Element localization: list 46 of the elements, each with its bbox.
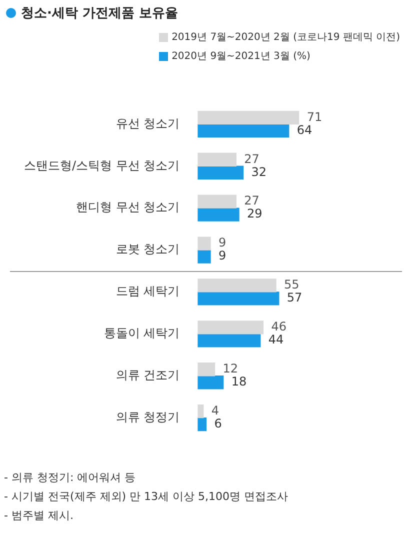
data-label: 57 bbox=[286, 290, 302, 305]
bar bbox=[198, 376, 224, 390]
data-label: 27 bbox=[244, 152, 260, 166]
bar bbox=[198, 208, 240, 222]
text: - 범주별 제시. bbox=[4, 508, 74, 524]
bar bbox=[198, 250, 211, 264]
data-label: 64 bbox=[296, 122, 312, 137]
data-label: 46 bbox=[271, 320, 286, 334]
data-label: 6 bbox=[214, 416, 222, 430]
bar bbox=[198, 320, 264, 334]
data-label: 12 bbox=[222, 362, 238, 376]
data-label: 27 bbox=[244, 194, 260, 208]
y-tick-label: 의류 청정기 bbox=[116, 410, 180, 424]
y-tick-label: 드럼 세탁기 bbox=[116, 284, 180, 298]
y-tick-label: 통돌이 세탁기 bbox=[104, 326, 180, 340]
bar bbox=[198, 292, 280, 306]
bar bbox=[198, 417, 207, 432]
data-label: 71 bbox=[306, 110, 322, 124]
bar bbox=[198, 194, 236, 208]
data-label: 44 bbox=[268, 332, 284, 347]
y-tick-label: 핸디형 무선 청소기 bbox=[76, 200, 180, 214]
legend-label: 2020년 9월~2021년 3월 (%) bbox=[172, 50, 310, 63]
data-label: 9 bbox=[218, 236, 226, 250]
y-tick-label: 로봇 청소기 bbox=[116, 242, 180, 256]
data-label: 9 bbox=[218, 248, 226, 263]
data-label: 4 bbox=[211, 403, 220, 418]
bar bbox=[198, 278, 276, 292]
legend-label: 2019년 7월~2020년 2월 (코로나19 팬데믹 이전) bbox=[172, 31, 400, 44]
data-label: 18 bbox=[231, 374, 247, 388]
y-tick-label: 유선 청소기 bbox=[116, 116, 180, 130]
data-label: 32 bbox=[251, 164, 267, 179]
bar bbox=[198, 236, 211, 250]
text: - 의류 청정기: 에어워셔 등 bbox=[4, 470, 137, 486]
bar bbox=[198, 334, 261, 348]
bar bbox=[198, 362, 216, 376]
y-tick-label: 스탠드형/스틱형 무선 청소기 bbox=[24, 158, 180, 172]
y-tick-label: 의류 건조기 bbox=[116, 368, 180, 382]
bar bbox=[198, 166, 244, 180]
bar bbox=[198, 124, 290, 138]
data-label: 29 bbox=[246, 206, 262, 221]
text: - 시기별 전국(제주 제외) 만 13세 이상 5,100명 면접조사 bbox=[4, 489, 288, 505]
bar bbox=[198, 404, 204, 418]
chart-title: 청소·세탁 가전제품 보유율 bbox=[21, 5, 178, 22]
data-label: 55 bbox=[284, 278, 300, 292]
bar bbox=[198, 152, 236, 166]
bar bbox=[198, 110, 300, 125]
